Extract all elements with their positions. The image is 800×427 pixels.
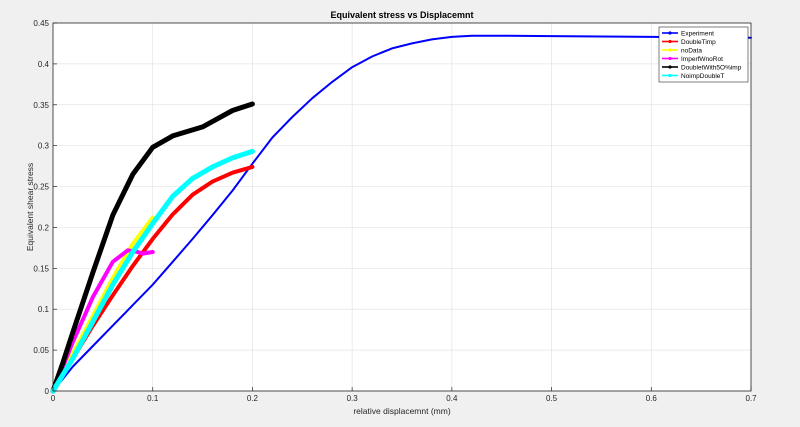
plot-frame: [52, 22, 752, 392]
x-tick-label: 0.4: [446, 394, 458, 403]
legend-label: DoubletWith5O%imp: [681, 64, 742, 71]
legend-marker: [668, 65, 672, 69]
legend-marker: [668, 39, 672, 44]
series-line-5: [50, 148, 255, 394]
legend-marker: [668, 48, 672, 52]
series-line-4: [50, 101, 255, 394]
y-tick-label: 0.15: [33, 264, 49, 273]
legend-box: [658, 26, 749, 83]
x-tick-label: 0.3: [347, 394, 359, 403]
y-tick-label: 0.25: [33, 183, 49, 192]
y-axis-title: Equivalent shear stress: [25, 163, 35, 251]
x-tick-label: 0.7: [745, 394, 757, 403]
x-tick-label: 0: [51, 394, 56, 403]
y-tick-label: 0.4: [38, 60, 50, 69]
series-line-0: [52, 34, 752, 392]
legend-label: Experiment: [681, 30, 714, 37]
y-tick-label: 0.35: [33, 101, 49, 110]
y-tick-label: 0.05: [33, 346, 49, 355]
x-axis-title: relative displacemnt (mm): [353, 406, 450, 416]
legend-label: NoimpDoubleT: [681, 73, 724, 80]
x-tick-label: 0.1: [147, 394, 159, 403]
legend-label: noData: [681, 47, 702, 54]
y-tick-label: 0: [45, 387, 50, 396]
x-tick-label: 0.2: [247, 394, 259, 403]
x-tick-label: 0.5: [546, 394, 558, 403]
y-axis: 0 0.05 0.1 0.15 0.2 0.25 0.3 0.35 0.4 0.45: [33, 19, 57, 396]
series-lines: [50, 34, 752, 394]
x-tick-label: 0.6: [646, 394, 658, 403]
y-tick-label: 0.3: [38, 142, 50, 151]
legend-label: ImperfWnoRot: [681, 56, 723, 63]
legend-label: DoubleTimp: [681, 39, 716, 46]
y-tick-label: 0.2: [38, 223, 50, 232]
legend-marker: [668, 56, 672, 61]
y-tick-label: 0.1: [38, 305, 50, 314]
plot-area: [53, 23, 751, 391]
y-tick-label: 0.45: [33, 19, 49, 28]
legend-marker: [668, 73, 672, 78]
chart-title: Equivalent stress vs Displacemnt: [330, 10, 473, 20]
legend-marker: [668, 31, 672, 35]
x-axis: 0 0.1 0.2 0.3 0.4 0.5 0.6 0.7: [51, 387, 757, 403]
